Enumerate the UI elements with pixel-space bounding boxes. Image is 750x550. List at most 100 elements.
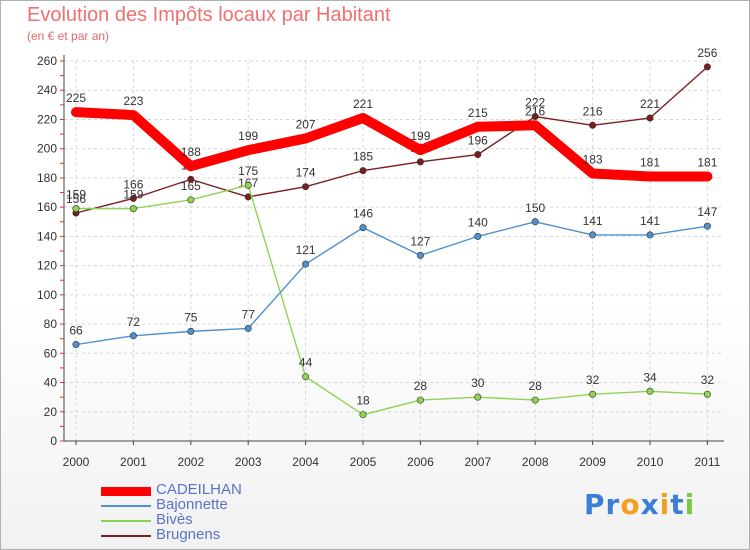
- data-point: [302, 373, 310, 381]
- x-tick-label: 2005: [350, 455, 377, 469]
- y-tick-label: 140: [37, 229, 57, 243]
- legend-label: Brugnens: [156, 526, 221, 543]
- x-tick-label: 2007: [464, 455, 491, 469]
- data-label: 140: [468, 215, 488, 229]
- y-tick-label: 180: [37, 171, 57, 185]
- data-label: 141: [640, 214, 660, 228]
- data-label: 72: [127, 315, 141, 329]
- data-label: 147: [697, 205, 717, 219]
- x-tick-label: 2009: [579, 455, 606, 469]
- data-point: [129, 194, 137, 202]
- series-line: [75, 66, 709, 214]
- series-line: [75, 221, 709, 346]
- data-label: 146: [353, 207, 373, 221]
- x-tick-label: 2010: [637, 455, 664, 469]
- legend-swatch: [101, 535, 151, 537]
- legend-item: CADEILHAN: [101, 481, 301, 499]
- data-point: [359, 411, 367, 419]
- legend-label: Bajonnette: [156, 496, 228, 513]
- logo-letter: i: [659, 488, 671, 521]
- data-point: [359, 224, 367, 232]
- data-point: [474, 232, 482, 240]
- data-point: [703, 222, 711, 230]
- data-label: 216: [583, 104, 603, 118]
- data-label: 223: [123, 94, 143, 108]
- data-label: 181: [640, 155, 660, 169]
- data-label: 256: [697, 46, 717, 60]
- x-tick-label: 2001: [120, 455, 147, 469]
- legend-swatch: [101, 486, 151, 496]
- y-tick-label: 20: [44, 405, 58, 419]
- data-label: 215: [468, 106, 488, 120]
- data-point: [302, 183, 310, 191]
- y-tick-label: 80: [44, 317, 58, 331]
- legend: CADEILHAN Bajonnette Bivès Brugnens: [101, 481, 301, 544]
- series-bivès: 159 159 165 175 44 18 28 30 28 32 34 32: [66, 164, 715, 419]
- series-line: [71, 107, 713, 182]
- chart-subtitle: (en € et par an): [27, 29, 110, 43]
- series-cadeilhan: 225 223 188 199 207 221 199 215 216 183 181 181: [66, 91, 718, 182]
- data-label: 188: [181, 145, 201, 159]
- data-point: [474, 151, 482, 159]
- data-label: 183: [583, 153, 603, 167]
- data-label: 18: [356, 394, 370, 408]
- grid: [64, 60, 724, 442]
- data-point: [187, 327, 195, 335]
- data-label: 225: [66, 91, 86, 105]
- data-point: [589, 390, 597, 398]
- data-label: 75: [184, 310, 198, 324]
- x-tick-label: 2000: [63, 455, 90, 469]
- data-label: 196: [468, 134, 488, 148]
- data-label: 141: [583, 214, 603, 228]
- data-point: [589, 231, 597, 239]
- logo-letter: P: [584, 488, 606, 521]
- y-tick-label: 120: [37, 259, 57, 273]
- series-brugnens: 156166179167174185191196222216221256: [66, 46, 718, 217]
- legend-swatch: [101, 520, 151, 522]
- x-tick-label: 2008: [522, 455, 549, 469]
- data-label: 32: [701, 373, 715, 387]
- x-tick-label: 2011: [694, 455, 720, 469]
- data-label: 159: [123, 188, 143, 202]
- logo-letter: x: [640, 488, 660, 521]
- y-tick-label: 200: [37, 142, 57, 156]
- logo-letter: o: [620, 488, 641, 521]
- data-point: [72, 205, 80, 213]
- legend-label: Bivès: [156, 511, 193, 528]
- data-label: 28: [529, 379, 543, 393]
- data-label: 175: [238, 164, 258, 178]
- data-point: [359, 167, 367, 175]
- series-bajonnette: 66 72 75 77 121 146 127 140 150 141 141 147: [69, 201, 718, 349]
- data-point: [302, 260, 310, 268]
- data-label: 159: [66, 188, 86, 202]
- data-label: 44: [299, 356, 313, 370]
- data-label: 32: [586, 373, 600, 387]
- data-label: 221: [640, 97, 660, 111]
- data-point: [531, 396, 539, 404]
- data-point: [129, 205, 137, 213]
- data-label: 34: [643, 370, 657, 384]
- data-point: [416, 251, 424, 259]
- data-label: 199: [410, 129, 430, 143]
- chart-title: Evolution des Impôts locaux par Habitant: [27, 4, 391, 26]
- data-point: [244, 181, 252, 189]
- legend-label: CADEILHAN: [156, 481, 242, 498]
- data-point: [416, 396, 424, 404]
- y-tick-label: 260: [37, 54, 57, 68]
- y-tick-label: 100: [37, 288, 57, 302]
- x-tick-label: 2004: [292, 455, 319, 469]
- data-label: 216: [525, 104, 545, 118]
- data-label: 166: [123, 177, 143, 191]
- data-point: [187, 175, 195, 183]
- x-tick-label: 2003: [235, 455, 262, 469]
- data-label: 121: [296, 243, 316, 257]
- legend-swatch: [101, 505, 151, 507]
- data-point: [531, 218, 539, 226]
- data-label: 222: [525, 96, 545, 110]
- data-point: [646, 114, 654, 122]
- legend-item: Bajonnette: [101, 496, 301, 514]
- data-label: 156: [66, 192, 86, 206]
- data-point: [244, 324, 252, 332]
